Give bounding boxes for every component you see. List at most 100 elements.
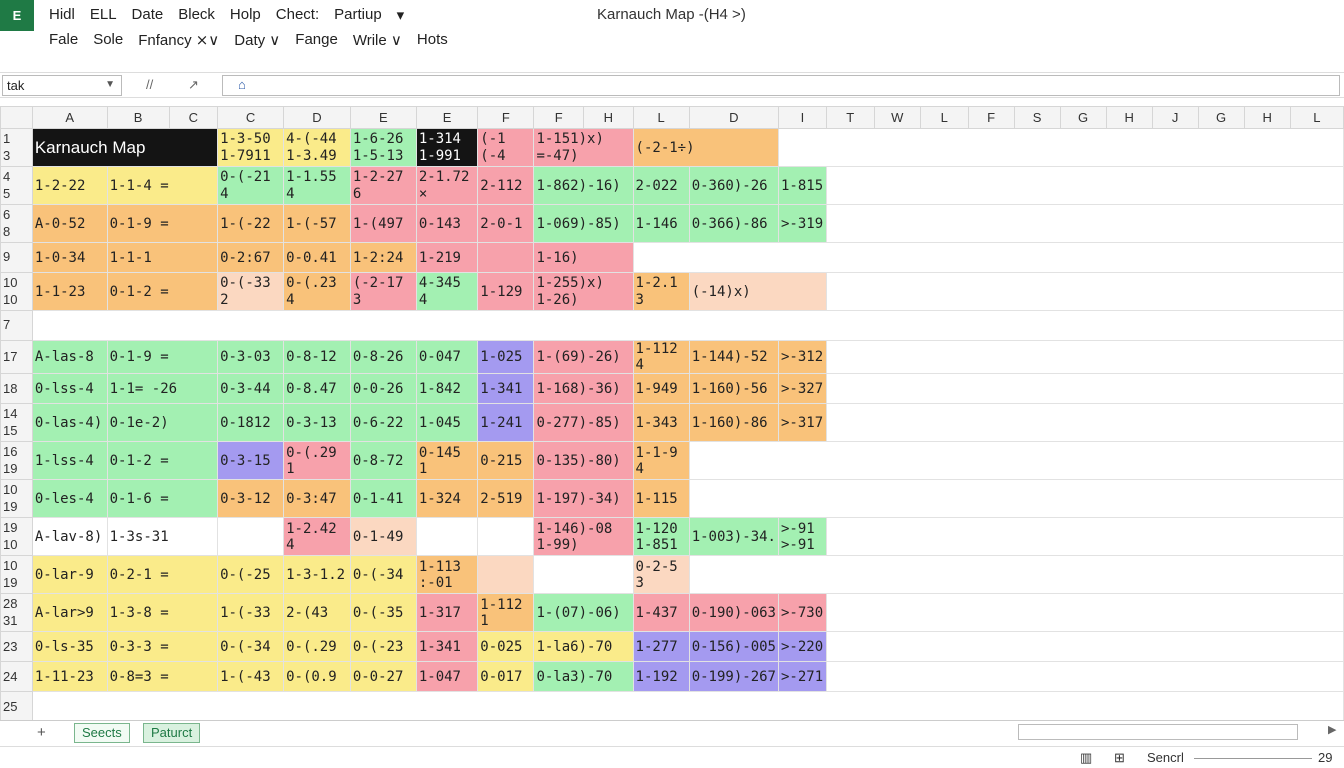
grid-cell[interactable]: 1-815: [777, 166, 827, 205]
row-header[interactable]: 10 19: [0, 479, 33, 519]
grid-cell[interactable]: 0-2-5 3: [632, 555, 690, 595]
grid-cell[interactable]: 0-360)-26: [688, 166, 779, 205]
column-header[interactable]: E: [349, 106, 417, 129]
grid-cell[interactable]: 0-8=3 =: [106, 661, 219, 693]
column-header[interactable]: L: [919, 106, 969, 129]
grid-cell[interactable]: 1-219: [415, 242, 479, 273]
sheet-tab-paturct[interactable]: Paturct: [143, 723, 201, 743]
grid-cell[interactable]: 1-2-22: [31, 166, 108, 205]
column-header[interactable]: C: [168, 106, 219, 129]
grid-cell[interactable]: 0-0-27: [349, 661, 417, 693]
grid-cell[interactable]: 2-1.72 ×: [415, 166, 479, 205]
grid-cell[interactable]: 1-(-57: [283, 204, 351, 243]
grid-cell[interactable]: 0-lar-9: [31, 555, 108, 595]
grid-cell[interactable]: 1-146: [632, 204, 690, 243]
column-header[interactable]: L: [1289, 106, 1344, 129]
grid-cell[interactable]: [415, 517, 479, 557]
grid-cell[interactable]: 0-135)-80): [533, 441, 634, 481]
row-header[interactable]: 18: [0, 373, 33, 405]
column-header[interactable]: A: [31, 106, 108, 129]
grid-cell[interactable]: 0-(0.9: [283, 661, 351, 693]
grid-cell[interactable]: 1-025: [477, 339, 535, 375]
grid-cell[interactable]: 2-0-1: [477, 204, 535, 243]
grid-cell[interactable]: >-319: [777, 204, 827, 243]
grid-cell[interactable]: 0-1-41: [349, 479, 417, 519]
grid-cell[interactable]: 1-1= -26: [106, 373, 219, 405]
grid-cell[interactable]: 0-3-3 =: [106, 631, 219, 663]
grid-cell[interactable]: [477, 517, 535, 557]
grid-cell[interactable]: 4-345 4: [415, 272, 479, 311]
menu-fange[interactable]: Fange: [295, 31, 338, 48]
grid-cell[interactable]: 1-3s-31: [106, 517, 219, 557]
grid-cell[interactable]: [825, 631, 1344, 663]
grid-cell[interactable]: 1-115: [632, 479, 690, 519]
menu-fale[interactable]: Fale: [49, 31, 79, 48]
row-header[interactable]: 24: [0, 661, 33, 693]
grid-cell[interactable]: 1-1-9 4: [632, 441, 690, 481]
column-header[interactable]: F: [967, 106, 1015, 129]
zoom-slider[interactable]: [1194, 758, 1312, 759]
row-header[interactable]: 17: [0, 339, 33, 375]
grid-cell[interactable]: 1-3-8 =: [106, 593, 219, 633]
enter-icon[interactable]: ↗: [188, 77, 199, 92]
grid-cell[interactable]: 1-(-22: [217, 204, 285, 243]
grid-cell[interactable]: 1-343: [632, 403, 690, 443]
grid-cell[interactable]: 0-047: [415, 339, 479, 375]
grid-cell[interactable]: [825, 517, 1344, 557]
grid-cell[interactable]: 1-(-43: [217, 661, 285, 693]
grid-cell[interactable]: 0-8-26: [349, 339, 417, 375]
grid-cell[interactable]: [825, 166, 1344, 205]
normal-view-icon[interactable]: ▥: [1080, 750, 1093, 765]
column-header[interactable]: T: [825, 106, 875, 129]
select-all-corner[interactable]: [0, 106, 33, 129]
grid-cell[interactable]: 0-1-9 =: [106, 204, 219, 243]
row-header[interactable]: 16 19: [0, 441, 33, 481]
insert-function-icon[interactable]: ⌂: [238, 77, 246, 92]
grid-cell[interactable]: 1-1-1: [106, 242, 219, 273]
grid-cell[interactable]: 0-2:67: [217, 242, 285, 273]
grid-cell[interactable]: >-271: [777, 661, 827, 693]
name-box[interactable]: tak ▼: [2, 75, 122, 96]
grid-cell[interactable]: 1-1-23: [31, 272, 108, 311]
grid-cell[interactable]: 1-(497: [349, 204, 417, 243]
grid-cell[interactable]: 0-366)-86: [688, 204, 779, 243]
row-header[interactable]: 28 31: [0, 593, 33, 633]
grid-cell[interactable]: [477, 555, 535, 595]
grid-cell[interactable]: 0-la3)-70: [533, 661, 634, 693]
grid-cell[interactable]: 0-8-72: [349, 441, 417, 481]
grid-cell[interactable]: A-lar>9: [31, 593, 108, 633]
menu-ell[interactable]: ELL: [89, 6, 117, 23]
grid-cell[interactable]: 0-8.47: [283, 373, 351, 405]
grid-cell[interactable]: 1-842: [415, 373, 479, 405]
grid-cell[interactable]: 1-341: [415, 631, 479, 663]
grid-cell[interactable]: [825, 204, 1344, 243]
grid-cell[interactable]: 2-022: [632, 166, 690, 205]
column-header[interactable]: I: [777, 106, 827, 129]
grid-cell[interactable]: 0-las-4): [31, 403, 108, 443]
sheet-tab-seects[interactable]: Seects: [74, 723, 130, 743]
grid-cell[interactable]: >-317: [777, 403, 827, 443]
grid-cell[interactable]: 1-047: [415, 661, 479, 693]
grid-cell[interactable]: 1-129: [477, 272, 535, 311]
grid-cell[interactable]: 1-045: [415, 403, 479, 443]
grid-cell[interactable]: 0-1-2 =: [106, 441, 219, 481]
column-header[interactable]: S: [1013, 106, 1061, 129]
column-header[interactable]: H: [1243, 106, 1291, 129]
grid-cell[interactable]: 1-la6)-70: [533, 631, 634, 663]
grid-cell[interactable]: 0-145 1: [415, 441, 479, 481]
grid-cell[interactable]: [533, 555, 634, 595]
grid-cell[interactable]: A-0-52: [31, 204, 108, 243]
column-header[interactable]: C: [217, 106, 285, 129]
grid-cell[interactable]: 1-1-4 =: [106, 166, 219, 205]
grid-cell[interactable]: 1-160)-86: [688, 403, 779, 443]
grid-cell[interactable]: 1-2:24: [349, 242, 417, 273]
grid-cell[interactable]: 0-156)-005: [688, 631, 779, 663]
column-header[interactable]: F: [477, 106, 535, 129]
menu-date[interactable]: Date: [131, 6, 164, 23]
excel-app-icon[interactable]: E: [0, 0, 34, 31]
grid-cell[interactable]: 1-3-50 1-7911: [217, 128, 285, 167]
menu-fnfancy[interactable]: Fnfancy ⨯∨: [138, 32, 220, 49]
grid-cell[interactable]: 0-1-6 =: [106, 479, 219, 519]
menu-hidl[interactable]: Hidl: [49, 6, 75, 23]
grid-cell[interactable]: [825, 339, 1344, 375]
